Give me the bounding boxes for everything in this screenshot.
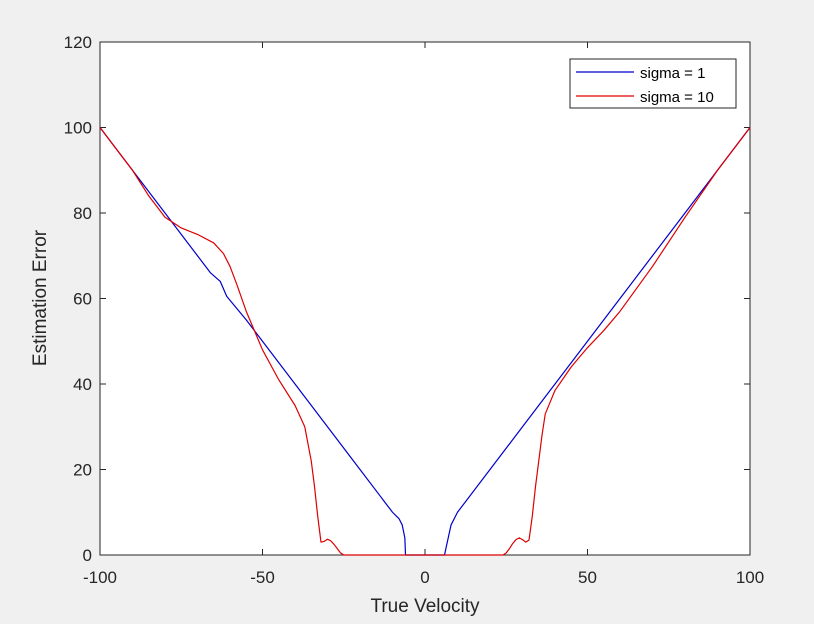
axis-ticks: [99, 41, 751, 556]
y-tick-label: 60: [73, 290, 92, 309]
y-tick-labels: 0 20 40 60 80 100 120: [64, 33, 92, 565]
x-tick-label: 100: [736, 568, 764, 587]
y-tick-label: 0: [83, 546, 92, 565]
x-axis-label: True Velocity: [370, 596, 480, 617]
x-tick-label: -50: [250, 568, 275, 587]
x-tick-label: 0: [420, 568, 429, 587]
legend-label-sigma-10: sigma = 10: [640, 89, 714, 106]
y-tick-label: 80: [73, 204, 92, 223]
y-axis-label: Estimation Error: [30, 229, 51, 366]
legend-label-sigma-1: sigma = 1: [640, 65, 705, 82]
legend: sigma = 1 sigma = 10: [569, 58, 737, 109]
x-tick-label: -100: [83, 568, 117, 587]
y-tick-label: 100: [64, 119, 92, 138]
series-line-sigma-1: [99, 127, 751, 556]
y-tick-label: 120: [64, 33, 92, 52]
y-tick-label: 20: [73, 461, 92, 480]
series-layer: [99, 127, 751, 556]
x-tick-label: 50: [578, 568, 597, 587]
y-tick-label: 40: [73, 375, 92, 394]
series-line-sigma-10: [99, 127, 751, 556]
x-tick-labels: -100 -50 0 50 100: [83, 568, 764, 587]
legend-box: [569, 58, 737, 109]
plot-area: [99, 41, 751, 556]
